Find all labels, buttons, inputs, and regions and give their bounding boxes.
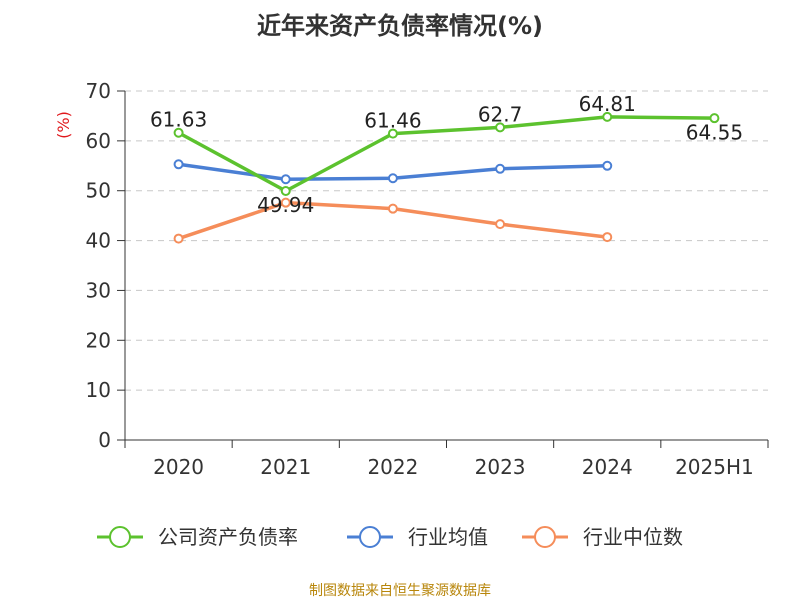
data-point	[173, 127, 184, 138]
x-tick-label: 2024	[582, 455, 633, 479]
data-point	[495, 219, 506, 230]
data-point	[602, 111, 613, 122]
chart-title: 近年来资产负债率情况(%)	[257, 12, 543, 40]
legend-label: 公司资产负债率	[158, 525, 298, 549]
series-3	[173, 197, 613, 244]
data-labels: 61.63 49.94 61.46 62.7 64.81 64.55	[150, 92, 743, 217]
legend-swatch-marker	[534, 526, 556, 548]
data-label: 61.63	[150, 108, 207, 132]
data-point	[387, 173, 398, 184]
data-point	[495, 163, 506, 174]
x-tick-label: 2022	[367, 455, 418, 479]
y-tick-label: 10	[86, 378, 111, 402]
data-label: 62.7	[478, 102, 523, 126]
data-label: 64.81	[579, 92, 636, 116]
y-tick-label: 60	[86, 129, 111, 153]
axes	[124, 91, 768, 441]
data-label: 61.46	[364, 109, 421, 133]
series-1	[173, 111, 720, 197]
data-point	[495, 122, 506, 133]
series-layer	[173, 111, 720, 244]
legend-item: 行业均值	[347, 525, 488, 549]
x-tick-label: 2021	[260, 455, 311, 479]
series-line	[177, 115, 715, 193]
x-tick-label: 2025H1	[675, 455, 754, 479]
series-2	[173, 159, 613, 185]
data-point	[602, 232, 613, 243]
x-axis-ticks: 2020 2021 2022 2023 2024 2025H1	[124, 440, 769, 479]
y-axis-unit-label: (%)	[54, 111, 73, 139]
legend-swatch-marker	[109, 526, 131, 548]
y-tick-label: 70	[86, 79, 111, 103]
y-axis-ticks: 0 10 20 30 40 50 60 70	[86, 79, 125, 452]
legend-label: 行业中位数	[583, 525, 683, 549]
legend-swatch-marker	[359, 526, 381, 548]
legend: 公司资产负债率 行业均值 行业中位数	[97, 525, 683, 549]
x-tick-label: 2023	[475, 455, 526, 479]
data-point	[280, 174, 291, 185]
data-point	[387, 128, 398, 139]
data-point	[709, 113, 720, 124]
legend-item: 行业中位数	[522, 525, 683, 549]
legend-item: 公司资产负债率	[97, 525, 298, 549]
data-point	[602, 160, 613, 171]
y-tick-label: 30	[86, 278, 111, 302]
y-tick-label: 20	[86, 328, 111, 352]
y-tick-label: 40	[86, 229, 111, 253]
data-point	[173, 233, 184, 244]
data-label: 49.94	[257, 193, 314, 217]
y-tick-label: 50	[86, 179, 111, 203]
data-point	[280, 186, 291, 197]
data-point	[173, 159, 184, 170]
data-point	[280, 197, 291, 208]
gridlines	[125, 90, 768, 391]
legend-label: 行业均值	[408, 525, 488, 549]
source-note: 制图数据来自恒生聚源数据库	[309, 583, 491, 599]
data-point	[387, 203, 398, 214]
x-tick-label: 2020	[153, 455, 204, 479]
y-tick-label: 0	[98, 428, 111, 452]
data-label: 64.55	[686, 120, 743, 144]
